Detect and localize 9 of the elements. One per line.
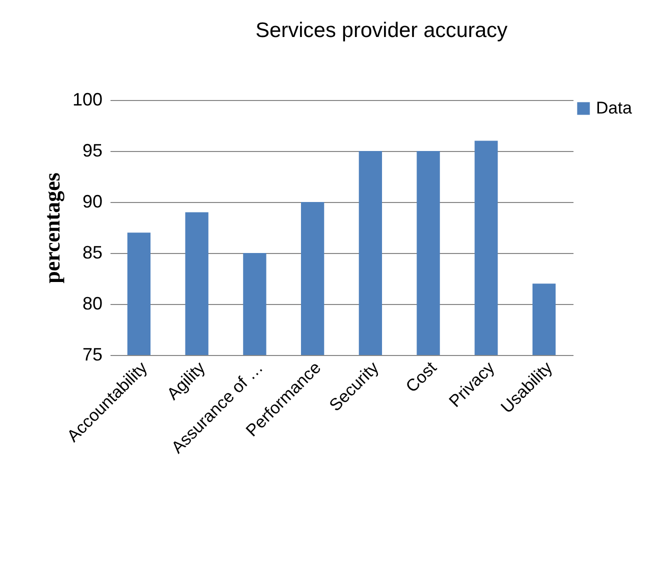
y-tick-label: 90 (82, 192, 102, 212)
y-tick-label: 85 (82, 242, 102, 262)
y-tick-label: 80 (82, 294, 102, 314)
y-tick-label: 100 (72, 90, 102, 110)
legend-label: Data (596, 98, 632, 118)
y-tick-label: 95 (82, 140, 102, 160)
y-tick-label: 75 (82, 344, 102, 364)
chart-title: Services provider accuracy (255, 19, 508, 42)
y-axis-title: percentages (39, 172, 64, 284)
